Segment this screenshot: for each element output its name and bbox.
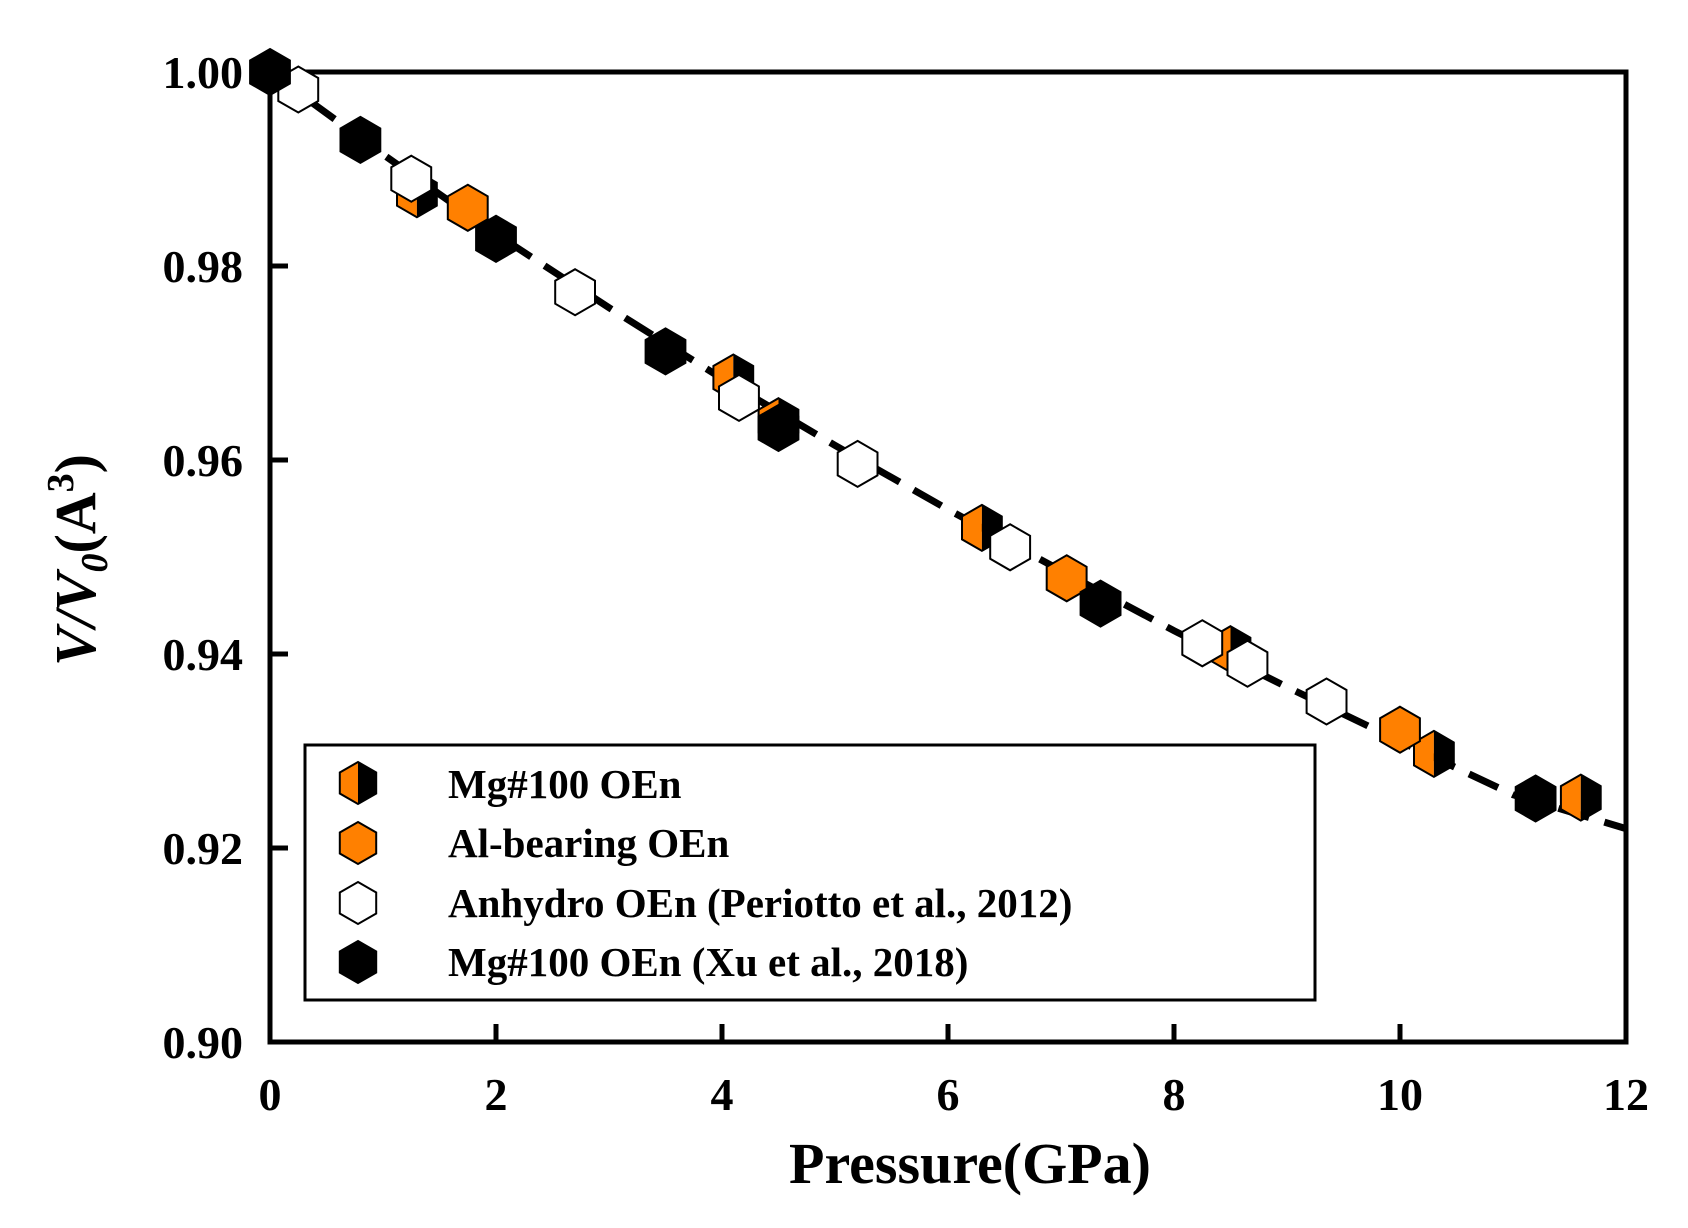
series-2-point-7 — [1226, 639, 1269, 688]
legend-box — [303, 743, 1317, 1002]
series-2-point-1 — [390, 154, 433, 203]
series-0-point-6 — [1559, 773, 1602, 822]
y-tick-label-4: 0.98 — [163, 241, 244, 292]
legend-marker-2 — [338, 880, 378, 926]
y-title-unit-open: (A — [43, 492, 108, 553]
series-2-point-5 — [989, 523, 1032, 572]
series-1-point-0 — [446, 183, 489, 232]
legend-marker-1 — [338, 820, 378, 866]
x-tick-label-4: 8 — [1163, 1069, 1186, 1120]
x-tick-label-6: 12 — [1603, 1069, 1649, 1120]
svg-text:V/V0(A3): V/V0(A3) — [40, 454, 116, 666]
y-title-main: V/V — [43, 568, 108, 666]
y-tick-label-0: 0.90 — [163, 1017, 244, 1068]
series-2-point-4 — [836, 439, 879, 489]
series-3-point-3 — [644, 327, 687, 376]
series-0-point-3 — [961, 503, 1003, 553]
x-tick-label-5: 10 — [1377, 1069, 1423, 1120]
series-3-point-6 — [1514, 774, 1557, 823]
x-tick-label-1: 2 — [485, 1069, 508, 1120]
x-tick-label-2: 4 — [711, 1069, 734, 1120]
series-2-point-6 — [1181, 619, 1224, 668]
series-3-point-4 — [757, 403, 800, 453]
legend: Mg#100 OEn Al-bearing OEn Anhydro OEn (P… — [303, 743, 1317, 1002]
legend-label-1: Al-bearing OEn — [448, 820, 730, 866]
y-title-unit-close: ) — [43, 454, 108, 473]
series-3-point-2 — [475, 214, 517, 263]
legend-marker-0 — [338, 760, 378, 806]
y-tick-label-3: 0.96 — [163, 435, 244, 486]
series-3-point-0 — [249, 47, 291, 97]
y-tick-label-1: 0.92 — [163, 823, 244, 874]
y-axis-title: V/V0(A3) — [40, 454, 116, 666]
legend-markers — [338, 760, 378, 985]
y-axis: 0.90 0.92 0.94 0.96 0.98 1.00 — [163, 47, 288, 1068]
legend-label-3: Mg#100 OEn (Xu et al., 2018) — [448, 939, 968, 985]
y-title-sub: 0 — [74, 554, 116, 573]
y-title-sup: 3 — [40, 473, 82, 492]
fit-line — [267, 69, 1628, 832]
series-2-point-2 — [554, 268, 596, 317]
series-2-point-3 — [718, 373, 760, 423]
y-tick-label-5: 1.00 — [163, 47, 244, 98]
x-axis-title: Pressure(GPa) — [789, 1131, 1151, 1196]
legend-label-0: Mg#100 OEn — [448, 761, 682, 807]
series-1-point-2 — [1379, 705, 1421, 754]
data-points — [249, 47, 1602, 823]
series-2-point-8 — [1305, 677, 1348, 726]
y-tick-label-2: 0.94 — [163, 629, 244, 680]
series-3-point-1 — [339, 115, 382, 165]
legend-marker-3 — [338, 939, 378, 985]
legend-label-2: Anhydro OEn (Periotto et al., 2012) — [448, 880, 1072, 926]
x-tick-label-3: 6 — [937, 1069, 960, 1120]
series-1-point-1 — [1045, 554, 1088, 603]
x-tick-label-0: 0 — [259, 1069, 282, 1120]
series-3-point-5 — [1079, 579, 1122, 628]
x-axis: 0 2 4 6 8 10 12 — [259, 1024, 1649, 1120]
